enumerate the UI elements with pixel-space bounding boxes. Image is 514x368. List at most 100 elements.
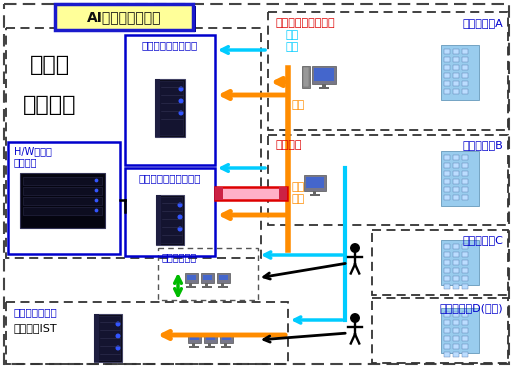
Bar	[453, 155, 459, 159]
Bar	[462, 351, 468, 357]
Bar	[453, 336, 459, 340]
Bar	[203, 275, 211, 280]
Text: ベンチャーB: ベンチャーB	[462, 140, 503, 150]
Bar	[444, 88, 450, 93]
Bar	[462, 64, 468, 70]
Bar	[453, 163, 459, 167]
Bar	[310, 194, 320, 196]
Bar	[453, 178, 459, 184]
Bar	[453, 57, 459, 61]
Bar	[444, 72, 450, 78]
Bar	[215, 187, 287, 200]
Bar	[444, 311, 450, 316]
Text: ベンチャーA: ベンチャーA	[462, 18, 503, 28]
Bar	[453, 259, 459, 265]
Bar	[444, 64, 450, 70]
Bar	[314, 68, 334, 81]
Bar	[462, 195, 468, 199]
Bar	[217, 286, 228, 288]
Bar	[462, 259, 468, 265]
Bar	[444, 170, 450, 176]
Text: ベンチャーC: ベンチャーC	[462, 235, 503, 245]
Bar	[462, 178, 468, 184]
Bar	[94, 314, 99, 362]
Text: ブース内端末: ブース内端末	[162, 252, 197, 262]
Bar	[304, 175, 326, 191]
Bar	[453, 351, 459, 357]
Bar	[453, 268, 459, 272]
Text: プライベートクラウド: プライベートクラウド	[139, 173, 201, 183]
Bar	[319, 87, 329, 89]
Bar	[441, 151, 479, 205]
Bar	[444, 163, 450, 167]
Bar	[453, 276, 459, 280]
Bar	[444, 49, 450, 53]
Text: ふくおかIST: ふくおかIST	[14, 323, 58, 333]
Bar	[441, 240, 479, 284]
Bar	[444, 336, 450, 340]
Bar	[444, 351, 450, 357]
Bar	[453, 319, 459, 325]
Text: 利用
申請: 利用 申請	[285, 30, 299, 52]
Text: ライセンスサーバー: ライセンスサーバー	[142, 40, 198, 50]
Bar	[322, 84, 326, 87]
Bar	[186, 286, 195, 288]
Circle shape	[95, 189, 98, 192]
Bar	[453, 343, 459, 348]
Circle shape	[116, 346, 120, 350]
Bar	[453, 49, 459, 53]
Bar	[462, 187, 468, 191]
Bar	[462, 81, 468, 85]
Circle shape	[179, 99, 183, 103]
Text: サテライト拠点: サテライト拠点	[14, 307, 58, 317]
Bar	[201, 286, 211, 288]
Bar	[187, 275, 195, 280]
Bar	[224, 343, 227, 346]
Text: 遠隔
接続: 遠隔 接続	[291, 182, 304, 204]
Bar	[221, 283, 224, 286]
Bar	[444, 276, 450, 280]
Bar	[23, 197, 101, 205]
Bar	[462, 170, 468, 176]
Bar	[444, 268, 450, 272]
Bar	[157, 81, 183, 135]
Bar	[155, 79, 185, 137]
Text: H/Wエミュ
レーター: H/Wエミュ レーター	[14, 146, 52, 167]
Bar	[125, 168, 215, 256]
Bar	[453, 195, 459, 199]
Bar	[444, 283, 450, 289]
Text: 計算能力＋端末あり: 計算能力＋端末あり	[276, 18, 336, 28]
Bar	[23, 177, 101, 184]
Bar	[206, 335, 214, 340]
Bar	[306, 177, 324, 188]
Bar	[20, 173, 104, 227]
Text: ベンチャーD(地域): ベンチャーD(地域)	[439, 303, 503, 313]
Bar	[453, 311, 459, 316]
Circle shape	[178, 203, 182, 207]
Bar	[215, 187, 223, 200]
Bar	[221, 346, 230, 348]
Bar	[444, 81, 450, 85]
Circle shape	[179, 87, 183, 91]
Bar	[441, 45, 479, 99]
Bar	[444, 244, 450, 248]
Bar	[216, 273, 229, 283]
Bar	[444, 187, 450, 191]
Bar	[55, 4, 193, 30]
Text: 認証: 認証	[291, 100, 304, 110]
Bar	[462, 251, 468, 256]
Bar	[462, 283, 468, 289]
Bar	[444, 343, 450, 348]
Bar	[192, 343, 194, 346]
Bar	[190, 335, 198, 340]
Bar	[188, 333, 200, 343]
Text: 産総研: 産総研	[30, 55, 70, 75]
Circle shape	[179, 111, 183, 115]
Bar	[453, 72, 459, 78]
Bar	[219, 333, 232, 343]
Bar	[94, 314, 122, 362]
Bar	[453, 283, 459, 289]
Bar	[205, 283, 208, 286]
Bar	[8, 142, 120, 254]
Bar	[453, 187, 459, 191]
